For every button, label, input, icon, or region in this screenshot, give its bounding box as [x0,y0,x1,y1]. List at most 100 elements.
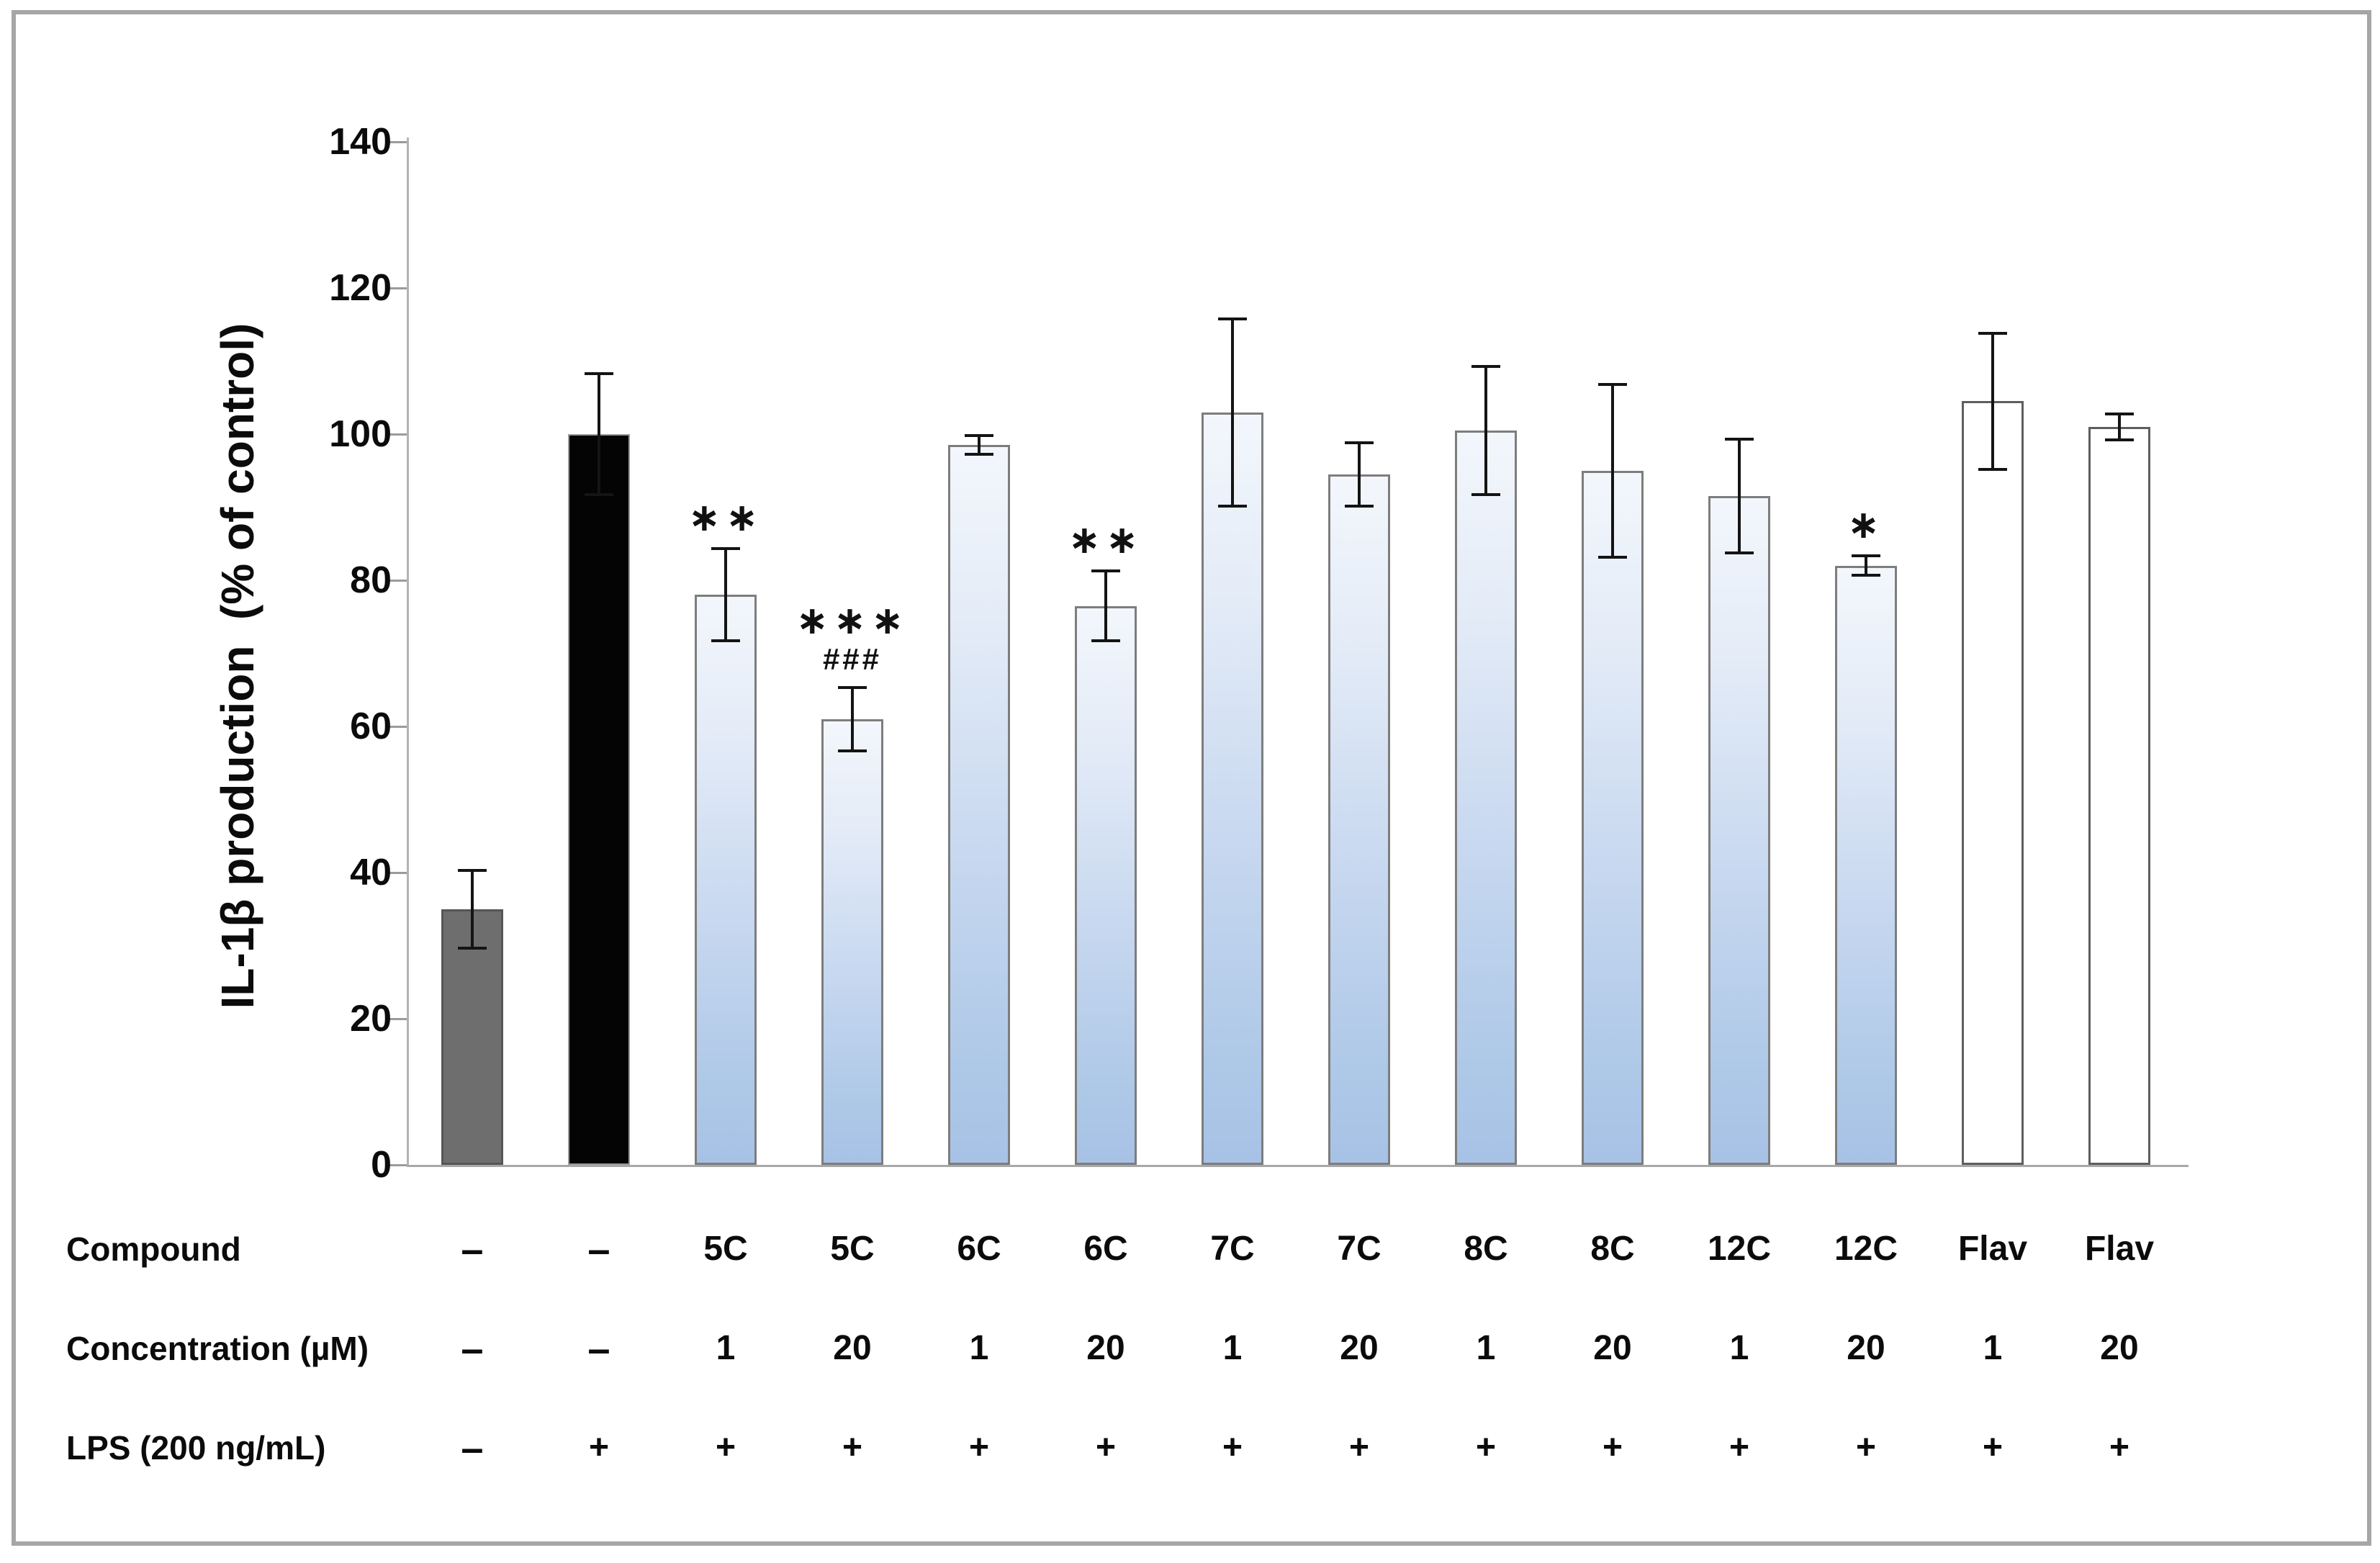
bar-slot [536,142,662,1165]
asterisk-annotation: ∗ [1847,503,1885,547]
bar-8C-1 [1455,430,1517,1165]
cell-lps: + [715,1428,736,1467]
error-cap-bottom [2105,438,2134,442]
cell-lps: + [1348,1428,1370,1467]
cell-concentration: 20 [1340,1329,1379,1367]
y-axis-line [407,138,409,1165]
bar-5C-1 [695,595,757,1165]
bar-slot: ∗ [1803,142,1929,1165]
cell-lps: + [1095,1428,1117,1467]
bar-12C-1 [1708,496,1770,1165]
error-cap-top [1345,441,1374,445]
table-row-concentration: Concentration (µM) – – 1 20 1 20 1 20 1 20 1 20 1 20 [0,1322,2380,1375]
bar-slot: ∗∗ [662,142,789,1165]
bar-Flav-1 [1962,401,2024,1165]
y-tick-label: 20 [350,998,392,1040]
error-cap-bottom [458,946,487,950]
cell-compound: 8C [1590,1230,1635,1268]
cell-concentration: 20 [2100,1329,2139,1367]
bar-Flav-20 [2088,426,2150,1165]
cell-lps: + [1728,1428,1750,1467]
bar-slot [1929,142,2056,1165]
error-bar [471,868,474,950]
error-cap-top [585,371,613,375]
significance-annotations: ∗∗ [1042,519,1169,561]
cell-compound: 7C [1337,1230,1381,1268]
error-bar [851,686,854,752]
table-row-compound: Compound – – 5C 5C 6C 6C 7C 7C 8C 8C 12C 12C Flav Flav [0,1222,2380,1276]
cell-lps: + [968,1428,990,1467]
error-cap-bottom [838,749,867,752]
error-cap-top [458,868,487,872]
asterisk-annotation: ∗∗∗ [795,599,909,643]
y-tick-mark [388,140,407,143]
bar-7C-20 [1328,474,1390,1165]
bar-8C-20 [1582,470,1644,1165]
bar-7C-1 [1202,412,1263,1165]
hash-annotation: ### [822,642,883,677]
error-cap-bottom [1218,504,1247,508]
cell-concentration: – [461,1325,484,1371]
cell-concentration: 1 [1476,1329,1496,1367]
y-tick-mark [388,433,407,436]
bar-ctrl-0 [568,434,630,1165]
y-tick-label: 120 [329,267,392,309]
error-cap-bottom [585,493,613,497]
error-bar [598,371,600,497]
asterisk-annotation: ∗∗ [1068,518,1144,562]
error-cap-bottom [1852,573,1880,577]
error-cap-top [1725,438,1754,441]
error-cap-top [1978,331,2007,335]
cell-lps: + [1855,1428,1877,1467]
error-cap-bottom [1978,467,2007,471]
cell-compound: 7C [1210,1230,1255,1268]
error-cap-top [1598,382,1627,386]
bar-slot [409,142,536,1165]
cell-concentration: 1 [969,1329,989,1367]
cell-concentration: 20 [833,1329,872,1367]
cell-compound: 6C [957,1230,1001,1268]
bar-slot [1423,142,1549,1165]
y-tick-mark [388,1163,407,1166]
error-cap-bottom [1471,493,1500,497]
cell-compound: 6C [1083,1230,1128,1268]
bar-slot [1169,142,1296,1165]
cell-compound: 5C [830,1230,875,1268]
error-bar [1231,317,1234,508]
error-bar [1738,438,1741,555]
cell-lps: + [588,1428,610,1467]
row-label-lps: LPS (200 ng/mL) [66,1429,326,1467]
y-tick-label: 0 [371,1144,392,1186]
error-cap-bottom [1725,551,1754,555]
bar-slot [1296,142,1423,1165]
y-tick-mark [388,1017,407,1020]
row-label-compound: Compound [66,1230,241,1268]
y-tick-mark [388,725,407,728]
bar-slot [916,142,1042,1165]
bar-slot: ∗∗ [1042,142,1169,1165]
significance-annotations: ∗ [1803,504,1929,546]
error-cap-top [838,686,867,690]
cell-compound: – [461,1226,484,1271]
bar-12C-20 [1835,565,1897,1165]
error-cap-top [965,434,993,437]
y-tick-label: 100 [329,413,392,455]
error-cap-bottom [1598,555,1627,559]
cell-concentration: 1 [1983,1329,2003,1367]
bar-5C-20 [821,719,883,1165]
cell-concentration: – [587,1325,610,1371]
error-cap-top [1471,364,1500,368]
error-cap-top [1218,317,1247,320]
error-bar [2118,412,2121,442]
error-bar [1611,382,1614,559]
error-cap-bottom [965,453,993,456]
cell-concentration: 20 [1593,1329,1632,1367]
bar-slot [1676,142,1803,1165]
bar-slot [2056,142,2183,1165]
error-cap-bottom [1091,639,1120,643]
cell-concentration: 1 [716,1329,736,1367]
error-bar [1358,441,1361,508]
significance-annotations: ∗∗∗ ### [789,600,916,677]
plot-area: 140 120 100 80 60 40 20 0 ∗∗ ∗∗∗ ### ∗∗ ∗ [329,123,2189,1184]
